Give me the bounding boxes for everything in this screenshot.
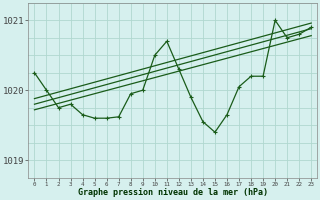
- X-axis label: Graphe pression niveau de la mer (hPa): Graphe pression niveau de la mer (hPa): [78, 188, 268, 197]
